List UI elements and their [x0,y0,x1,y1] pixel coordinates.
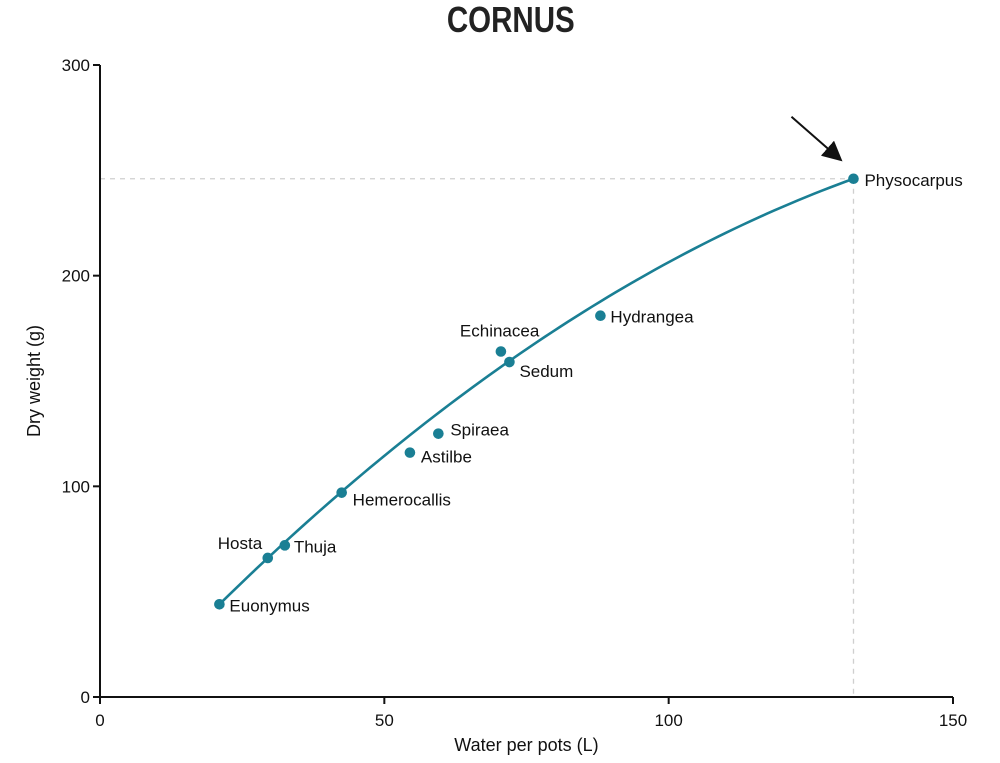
x-tick-label: 100 [654,711,682,730]
x-axis-title: Water per pots (L) [454,735,598,755]
data-point-echinacea [495,346,507,357]
point-label-echinacea: Echinacea [460,322,540,341]
reference-lines [100,178,855,697]
x-tick-label: 150 [939,711,967,730]
point-label-thuja: Thuja [294,537,337,556]
y-tick-label: 100 [62,477,90,496]
fit-curve [218,177,854,606]
point-label-astilbe: Astilbe [421,448,472,467]
data-point-physocarpus [848,173,859,185]
highlight-arrow [790,116,843,162]
data-points [214,173,859,610]
y-ticks: 0 100 200 300 [62,56,100,707]
point-label-hydrangea: Hydrangea [610,308,694,327]
point-label-hemerocallis: Hemerocallis [353,491,451,510]
y-axis-title: Dry weight (g) [24,325,44,437]
chart-title: CORNUS [446,0,575,40]
axes [99,65,953,698]
point-label-hosta: Hosta [218,534,263,553]
point-labels: Euonymus Hosta Thuja Hemerocallis Astilbe Spi… [218,171,963,616]
data-point-spiraea [433,428,444,439]
data-point-hydrangea [595,310,606,321]
y-tick-label: 300 [62,56,90,75]
point-label-spiraea: Spiraea [450,421,509,440]
point-label-sedum: Sedum [519,362,573,381]
point-label-euonymus: Euonymus [229,596,309,615]
data-point-euonymus [214,599,225,610]
x-ticks: 0 50 100 150 [95,697,967,730]
data-point-hosta [262,552,274,564]
point-label-physocarpus: Physocarpus [864,171,962,190]
data-point-hemerocallis [336,487,347,498]
data-point-thuja [279,540,291,551]
x-tick-label: 50 [375,711,394,730]
y-tick-label: 0 [81,688,90,707]
data-point-astilbe [404,447,416,458]
y-tick-label: 200 [62,267,90,286]
data-point-sedum [504,356,515,368]
x-tick-label: 0 [95,711,104,730]
